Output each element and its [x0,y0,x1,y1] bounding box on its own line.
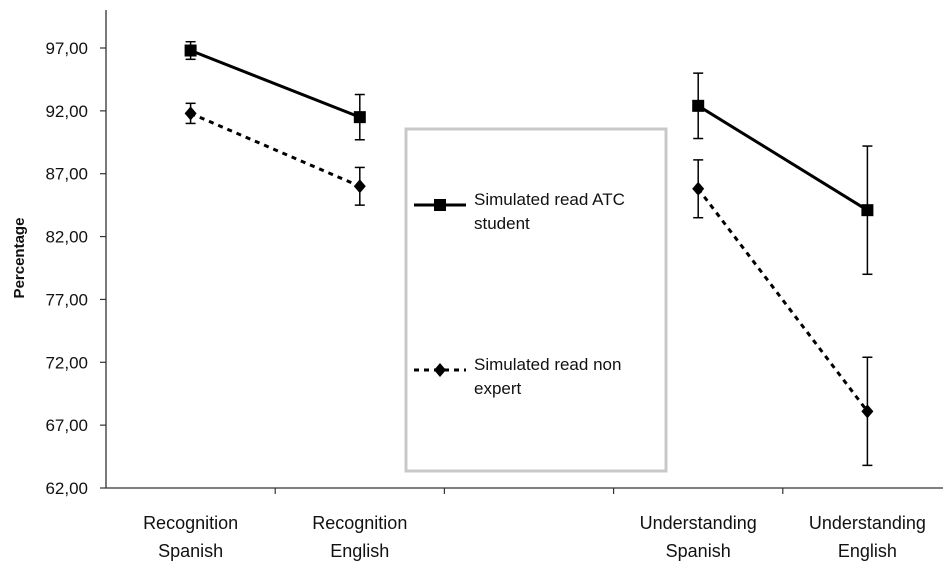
y-tick-label: 92,00 [45,102,88,121]
legend-label-line2: student [474,214,530,233]
x-category-label-line1: Recognition [312,513,407,533]
data-point-diamond [353,179,366,194]
x-category-label-line1: Understanding [809,513,926,533]
y-axis-label: Percentage [11,218,28,299]
series-line [697,104,869,212]
x-category-label-line1: Understanding [640,513,757,533]
legend-item-2: Simulated read non expert [414,355,621,398]
y-axis-ticks: 62,00 67,00 72,00 77,00 82,00 87,00 92,00 97,00 [45,39,106,498]
y-tick-label: 82,00 [45,228,88,247]
legend-frame [404,127,668,473]
x-category-label-line1: Recognition [143,513,238,533]
axes [105,10,943,494]
y-tick-label: 67,00 [45,416,88,435]
y-tick-label: 97,00 [45,39,88,58]
y-tick-label: 77,00 [45,290,88,309]
data-point-square [861,204,874,217]
series-1 [184,40,874,276]
data-point-diamond [861,404,874,419]
x-category-label-line2: English [838,541,897,561]
data-point-diamond [692,181,705,196]
legend-label-line1: Simulated read ATC [474,190,625,209]
y-tick-label: 87,00 [45,165,88,184]
data-point-square [184,44,197,57]
series-line [697,187,869,413]
data-point-diamond [184,106,197,121]
data-point-square [692,99,705,112]
y-tick-label: 62,00 [45,479,88,498]
data-point-square [434,199,446,211]
series-line [190,111,361,188]
data-point-square [353,111,366,124]
plot-area [184,40,874,467]
x-axis-categories: Recognition Spanish Recognition English Unde… [143,513,926,561]
x-category-label-line2: Spanish [666,541,731,561]
y-tick-label: 72,00 [45,353,88,372]
legend-label-line1: Simulated read non [474,355,621,374]
x-category-label-line2: English [330,541,389,561]
legend-label-line2: expert [474,379,522,398]
data-point-diamond [434,363,446,377]
series-2 [184,102,874,467]
x-category-label-line2: Spanish [158,541,223,561]
series-line [190,49,361,119]
legend-item-1: Simulated read ATC student [414,190,625,233]
